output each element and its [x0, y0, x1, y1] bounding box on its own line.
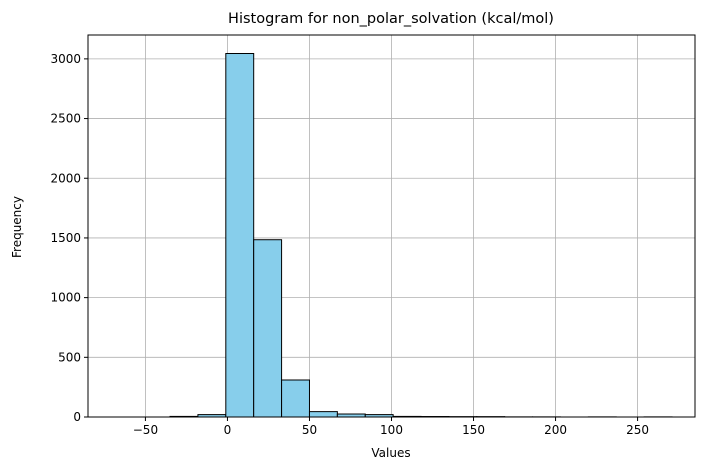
x-tick-label: 0 [224, 423, 232, 437]
histogram-bar [253, 239, 283, 418]
chart-title: Histogram for non_polar_solvation (kcal/… [228, 11, 554, 27]
y-axis-ticks: 0 500 1000 1500 2000 2500 3000 [50, 52, 88, 424]
x-tick-label: 150 [462, 423, 485, 437]
y-tick-label: 500 [58, 350, 81, 364]
x-axis-label: Values [371, 446, 410, 460]
grid-lines [88, 35, 695, 418]
histogram-bar [281, 379, 310, 418]
histogram-bar [225, 53, 255, 418]
y-tick-label: 2500 [50, 112, 81, 126]
y-tick-label: 3000 [50, 52, 81, 66]
y-tick-label: 1500 [50, 231, 81, 245]
y-axis-label: Frequency [10, 196, 24, 258]
x-axis-ticks: −50 0 50 100 150 200 250 [133, 417, 649, 437]
x-tick-label: 100 [380, 423, 403, 437]
y-tick-label: 2000 [50, 171, 81, 185]
histogram-bars [169, 53, 673, 418]
y-tick-label: 1000 [50, 291, 81, 305]
x-tick-label: 250 [626, 423, 649, 437]
histogram-bar [308, 411, 338, 418]
x-tick-label: 50 [302, 423, 317, 437]
x-tick-label: −50 [133, 423, 158, 437]
x-tick-label: 200 [544, 423, 567, 437]
y-tick-label: 0 [73, 410, 81, 424]
